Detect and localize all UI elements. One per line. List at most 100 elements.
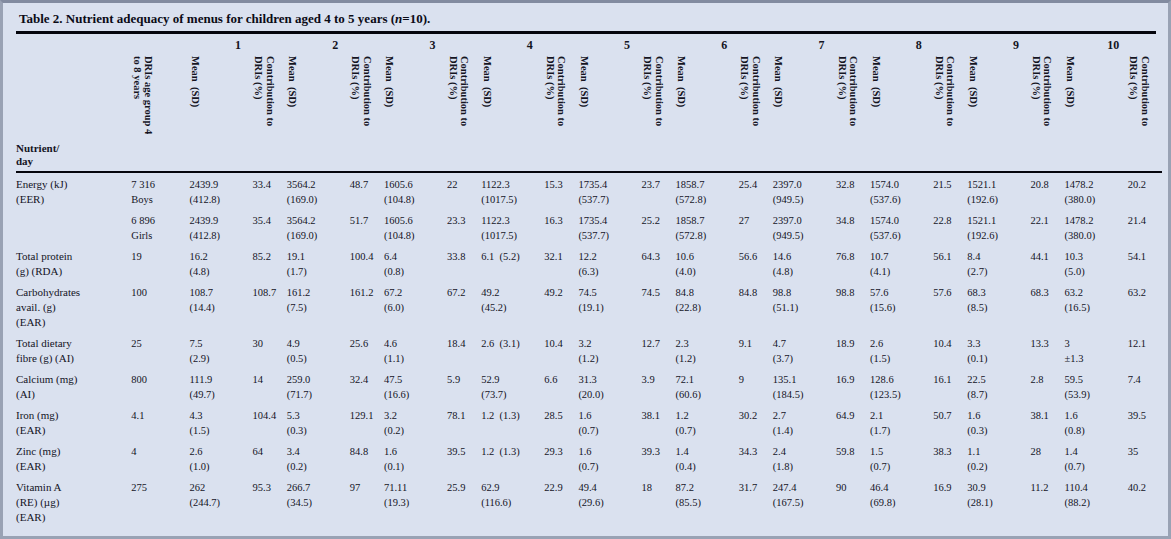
mean-sd-value: 46.4 (69.8) (870, 476, 933, 527)
table-row: Total dietary fibre (g) (AI)257.5 (2.9) 3… (16, 332, 1162, 368)
contribution-value: 10.4 (933, 332, 967, 368)
mean-sd-value: 6.1 (5.2) (481, 245, 544, 281)
contribution-value: 67.2 (447, 281, 481, 332)
column-header-row: Nutrient/ dayDRIs age group 4 to 8 years… (16, 54, 1162, 172)
contribution-value: 12.7 (642, 332, 676, 368)
mean-sd-value: 259.0 (71.7) (287, 368, 350, 404)
col-header-contribution-text: Contribution to DRIs (%) (642, 54, 665, 126)
mean-sd-value: 1122.3 (1017.5) (481, 172, 544, 209)
mean-sd-value: 3 ±1.3 (1065, 332, 1128, 368)
col-header-mean-sd: Mean (SD) (676, 54, 739, 172)
mean-sd-value: 10.7 (4.1) (870, 245, 933, 281)
dris-value: 800 (131, 368, 189, 404)
contribution-value: 56.6 (739, 245, 773, 281)
mean-sd-value: 59.5 (53.9) (1065, 368, 1128, 404)
col-header-mean-sd-text: Mean (SD) (287, 54, 299, 107)
mean-sd-value: 12.2 (6.3) (578, 245, 641, 281)
mean-sd-value: 63.2 (16.5) (1065, 281, 1128, 332)
mean-sd-value: 1.6 (0.7) (578, 440, 641, 476)
contribution-value: 16.9 (933, 476, 967, 527)
mean-sd-value: 1735.4 (537.7) (578, 172, 641, 209)
mean-sd-value: 4.7 (3.7) (773, 332, 836, 368)
contribution-value: 11.2 (1030, 476, 1064, 527)
dris-value: 100 (131, 281, 189, 332)
mean-sd-value: 2.6 (1.0) (189, 440, 252, 476)
menu-number: 6 (676, 35, 773, 54)
col-header-mean-sd-text: Mean (SD) (384, 54, 396, 107)
dris-value: 25 (131, 332, 189, 368)
col-header-mean-sd-text: Mean (SD) (773, 54, 785, 107)
contribution-value: 39.5 (447, 440, 481, 476)
mean-sd-value: 2397.0 (949.5) (773, 209, 836, 245)
table-figure: Table 2. Nutrient adequacy of menus for … (0, 0, 1171, 539)
contribution-value: 27 (739, 209, 773, 245)
col-header-contribution: Contribution to DRIs (%) (933, 54, 967, 172)
mean-sd-value: 1574.0 (537.6) (870, 209, 933, 245)
mean-sd-value: 6.4 (0.8) (384, 245, 447, 281)
nutrient-label (16, 209, 131, 245)
col-header-mean-sd: Mean (SD) (1065, 54, 1128, 172)
table-row: Zinc (mg) (EAR)42.6 (1.0)643.4 (0.2)84.8… (16, 440, 1162, 476)
col-header-mean-sd: Mean (SD) (384, 54, 447, 172)
contribution-value: 34.3 (739, 440, 773, 476)
table-title-text: Table 2. Nutrient adequacy of menus for … (19, 11, 395, 26)
contribution-value: 3.9 (642, 368, 676, 404)
contribution-value: 44.1 (1030, 245, 1064, 281)
mean-sd-value: 52.9 (73.7) (481, 368, 544, 404)
col-header-contribution-text: Contribution to DRIs (%) (253, 54, 276, 126)
mean-sd-value: 1.4 (0.7) (1065, 440, 1128, 476)
mean-sd-value: 1.5 (0.7) (870, 440, 933, 476)
mean-sd-value: 3.3 (0.1) (967, 332, 1030, 368)
mean-sd-value: 4.3 (1.5) (189, 404, 252, 440)
contribution-value: 30.2 (739, 404, 773, 440)
contribution-value: 5.9 (447, 368, 481, 404)
mean-sd-value: 2439.9 (412.8) (189, 172, 252, 209)
contribution-value: 32.4 (350, 368, 384, 404)
contribution-value: 29.3 (544, 440, 578, 476)
contribution-value: 33.8 (447, 245, 481, 281)
contribution-value: 22 (447, 172, 481, 209)
col-header-mean-sd-text: Mean (SD) (967, 54, 979, 107)
dris-value: 275 (131, 476, 189, 527)
col-header-contribution: Contribution to DRIs (%) (642, 54, 676, 172)
col-header-contribution: Contribution to DRIs (%) (1128, 54, 1162, 172)
col-header-contribution: Contribution to DRIs (%) (1030, 54, 1064, 172)
mean-sd-value: 1478.2 (380.0) (1065, 209, 1128, 245)
mean-sd-value: 2.6 (3.1) (481, 332, 544, 368)
mean-sd-value: 2439.9 (412.8) (189, 209, 252, 245)
contribution-value: 7.4 (1128, 368, 1162, 404)
nutrient-label: Total dietary fibre (g) (AI) (16, 332, 131, 368)
table-row: Energy (kJ) (EER)7 316 Boys2439.9 (412.8… (16, 172, 1162, 209)
contribution-value: 20.2 (1128, 172, 1162, 209)
col-header-mean-sd: Mean (SD) (578, 54, 641, 172)
mean-sd-value: 1858.7 (572.8) (676, 172, 739, 209)
mean-sd-value: 266.7 (34.5) (287, 476, 350, 527)
col-header-mean-sd-text: Mean (SD) (189, 54, 201, 107)
contribution-value: 64 (253, 440, 287, 476)
mean-sd-value: 1605.6 (104.8) (384, 209, 447, 245)
menu-number: 1 (189, 35, 286, 54)
contribution-value: 21.4 (1128, 209, 1162, 245)
mean-sd-value: 1.2 (1.3) (481, 440, 544, 476)
table-title: Table 2. Nutrient adequacy of menus for … (16, 6, 1156, 34)
dris-value: 4 (131, 440, 189, 476)
mean-sd-value: 1605.6 (104.8) (384, 172, 447, 209)
menu-number: 5 (578, 35, 675, 54)
col-header-contribution: Contribution to DRIs (%) (350, 54, 384, 172)
menu-number: 7 (773, 35, 870, 54)
contribution-value: 50.7 (933, 404, 967, 440)
mean-sd-value: 1122.3 (1017.5) (481, 209, 544, 245)
contribution-value: 104.4 (253, 404, 287, 440)
mean-sd-value: 7.5 (2.9) (189, 332, 252, 368)
mean-sd-value: 128.6 (123.5) (870, 368, 933, 404)
col-header-contribution-text: Contribution to DRIs (%) (447, 54, 470, 126)
col-header-contribution-text: Contribution to DRIs (%) (836, 54, 859, 126)
mean-sd-value: 16.2 (4.8) (189, 245, 252, 281)
contribution-value: 28.5 (544, 404, 578, 440)
menu-number: 8 (870, 35, 967, 54)
mean-sd-value: 5.3 (0.3) (287, 404, 350, 440)
menu-number: 2 (287, 35, 384, 54)
nutrient-label: Calcium (mg) (AI) (16, 368, 131, 404)
col-header-contribution: Contribution to DRIs (%) (739, 54, 773, 172)
col-header-mean-sd-text: Mean (SD) (676, 54, 688, 107)
